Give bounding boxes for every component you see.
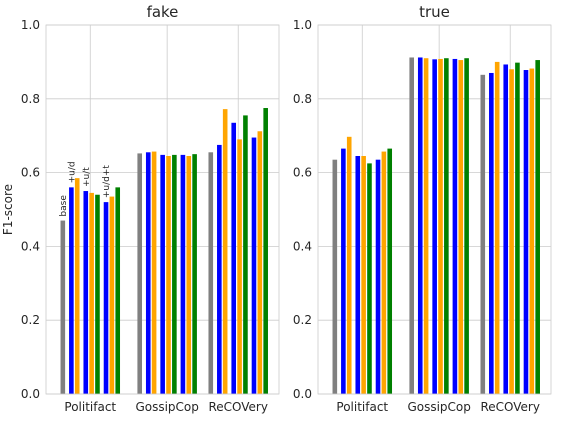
bar-politifact-s5 <box>95 194 100 394</box>
plot-frame <box>317 24 552 395</box>
bar-recovery-s0 <box>208 152 214 394</box>
y-tick-label: 1.0 <box>21 18 40 32</box>
bar-recovery-s2 <box>222 109 228 394</box>
bar-gossipcop-s3 <box>160 154 165 394</box>
bar-recovery-s5 <box>515 62 520 394</box>
bar-gossipcop-s6 <box>452 58 458 394</box>
bar-politifact-s3 <box>83 191 89 394</box>
x-tick-label: ReCOVery <box>208 400 268 414</box>
y-tick-label: 0.0 <box>293 387 312 401</box>
y-tick-label: 0.2 <box>21 313 40 327</box>
x-tick-label: GossipCop <box>135 400 198 414</box>
bar-politifact-s7 <box>109 196 115 394</box>
bar-recovery-s7 <box>529 68 535 394</box>
bar-recovery-s1 <box>217 144 222 394</box>
bar-politifact-s0 <box>60 220 66 394</box>
bar-gossipcop-s2 <box>151 151 157 394</box>
bar-gossipcop-s7 <box>186 156 192 394</box>
chart-panel-0: 0.0 0.2 0.4 0.6 0.8 1.0 Politifact GossipCop ReC… <box>1 3 280 414</box>
bar-politifact-s1 <box>69 187 74 394</box>
bar-politifact-s2 <box>346 136 352 394</box>
y-tick-label: 0.0 <box>21 387 40 401</box>
bar-gossipcop-s4 <box>438 58 443 394</box>
bar-politifact-s3 <box>355 156 361 394</box>
bar-gossipcop-s0 <box>137 153 143 394</box>
bar-recovery-s4 <box>509 69 514 394</box>
y-tick-label: 0.8 <box>21 92 40 106</box>
bar-politifact-s0 <box>332 159 338 394</box>
bar-recovery-s8 <box>263 108 268 395</box>
bar-politifact-s8 <box>115 187 121 394</box>
x-tick-label: Politifact <box>64 400 116 414</box>
bar-politifact-s4 <box>89 192 94 394</box>
bar-gossipcop-s1 <box>145 152 151 394</box>
bar-gossipcop-s4 <box>166 156 171 394</box>
chart-panel-1: 0.0 0.2 0.4 0.6 0.8 1.0 Politifact GossipCop ReC… <box>293 3 552 414</box>
bar-recovery-s5 <box>243 115 248 395</box>
bar-annotation-label: +u/d+t <box>102 165 112 199</box>
bar-recovery-s6 <box>251 137 257 395</box>
y-axis-label: F1-score <box>1 184 15 235</box>
x-tick-label: Politifact <box>336 400 388 414</box>
bar-gossipcop-s5 <box>444 58 449 395</box>
y-tick-label: 0.6 <box>21 166 40 180</box>
bar-gossipcop-s7 <box>458 60 464 395</box>
y-tick-label: 1.0 <box>293 18 312 32</box>
bar-recovery-s8 <box>535 60 540 395</box>
y-tick-label: 0.2 <box>293 313 312 327</box>
bar-politifact-s6 <box>375 159 381 394</box>
x-tick-label: GossipCop <box>407 400 470 414</box>
bar-annotation-label: +u/d <box>67 161 77 183</box>
bar-recovery-s3 <box>231 122 237 394</box>
bar-recovery-s7 <box>257 131 263 394</box>
panel-title: fake <box>147 3 179 21</box>
bar-annotation-label: +u/t <box>82 167 92 187</box>
bar-gossipcop-s2 <box>423 58 429 395</box>
y-tick-label: 0.6 <box>293 166 312 180</box>
bar-recovery-s2 <box>494 61 500 395</box>
bar-annotation-label: base <box>59 195 69 217</box>
x-tick-label: ReCOVery <box>480 400 540 414</box>
y-tick-label: 0.4 <box>293 239 312 253</box>
panel-title: true <box>419 3 450 21</box>
bar-politifact-s1 <box>341 148 346 394</box>
bar-recovery-s6 <box>523 70 529 395</box>
bar-recovery-s3 <box>503 64 509 394</box>
bar-recovery-s1 <box>489 72 494 394</box>
bar-politifact-s7 <box>381 151 387 394</box>
bar-politifact-s6 <box>103 202 109 394</box>
plot-frame <box>45 24 280 395</box>
bar-politifact-s4 <box>361 156 366 394</box>
bar-gossipcop-s8 <box>192 154 197 394</box>
bar-politifact-s5 <box>367 163 372 395</box>
bar-gossipcop-s5 <box>172 154 177 394</box>
bar-politifact-s8 <box>387 148 393 394</box>
bar-gossipcop-s8 <box>464 58 469 395</box>
bar-gossipcop-s3 <box>432 59 437 394</box>
y-tick-label: 0.8 <box>293 92 312 106</box>
bar-recovery-s0 <box>480 74 486 394</box>
bar-gossipcop-s6 <box>180 154 186 394</box>
bar-politifact-s2 <box>74 178 80 394</box>
bar-gossipcop-s0 <box>409 57 415 394</box>
y-tick-label: 0.4 <box>21 239 40 253</box>
bar-gossipcop-s1 <box>417 57 423 394</box>
bar-recovery-s4 <box>237 139 242 394</box>
